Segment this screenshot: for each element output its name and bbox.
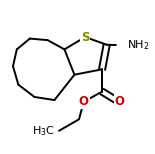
- Text: O: O: [115, 95, 125, 108]
- Text: S: S: [81, 30, 89, 44]
- Text: NH$_2$: NH$_2$: [127, 38, 150, 52]
- Text: H$_3$C: H$_3$C: [32, 124, 55, 138]
- Text: O: O: [79, 95, 89, 108]
